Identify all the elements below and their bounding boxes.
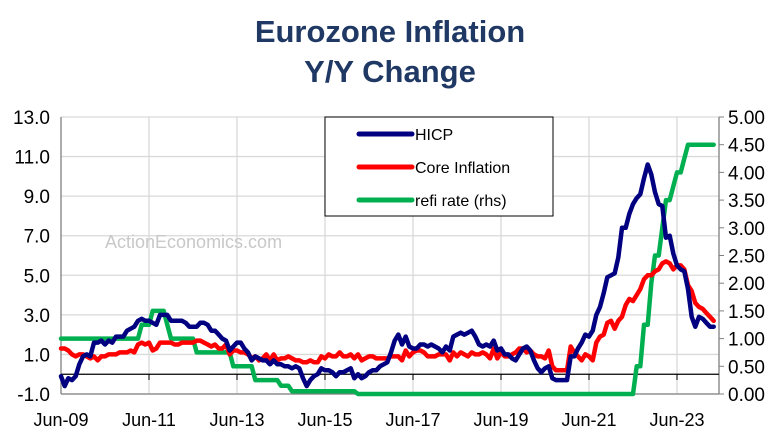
y-tick-label: 9.0	[24, 187, 50, 208]
legend-label: Core Inflation	[415, 160, 510, 177]
y2-tick-label: 4.50	[728, 136, 765, 157]
y-tick-label: 5.0	[24, 266, 50, 287]
legend-label: refi rate (rhs)	[415, 193, 507, 210]
x-tick-label: Jun-23	[649, 410, 704, 430]
y2-tick-label: 2.50	[728, 247, 765, 268]
x-tick-label: Jun-17	[385, 410, 440, 430]
y2-tick-label: 5.00	[728, 108, 765, 129]
y-tick-label: 7.0	[24, 227, 50, 248]
y2-tick-label: 4.00	[728, 163, 765, 184]
y2-tick-label: 0.00	[728, 385, 765, 406]
y2-tick-label: 1.00	[728, 330, 765, 351]
x-tick-label: Jun-19	[473, 410, 528, 430]
x-tick-label: Jun-21	[561, 410, 616, 430]
y-tick-label: -1.0	[17, 385, 50, 406]
chart-subtitle: Y/Y Change	[304, 54, 476, 89]
series-line-refi-rate-rhs	[58, 142, 716, 397]
x-tick-label: Jun-09	[33, 410, 88, 430]
y2-tick-label: 1.50	[728, 302, 765, 323]
legend-label: HICP	[415, 127, 453, 144]
chart-title: Eurozone Inflation	[254, 14, 526, 49]
y-tick-label: 11.0	[14, 148, 50, 169]
series-line-hicp	[58, 162, 716, 389]
y2-tick-label: 3.00	[728, 219, 765, 240]
y2-tick-label: 2.00	[728, 274, 765, 295]
x-tick-label: Jun-13	[209, 410, 264, 430]
y2-tick-label: 0.50	[728, 357, 765, 378]
x-tick-label: Jun-11	[122, 410, 176, 430]
y-tick-label: 1.0	[24, 345, 50, 366]
y2-tick-label: 3.50	[728, 191, 765, 212]
x-tick-label: Jun-15	[297, 410, 352, 430]
y-tick-label: 13.0	[13, 108, 50, 129]
watermark: ActionEconomics.com	[105, 232, 282, 252]
y-tick-label: 3.0	[24, 306, 50, 327]
